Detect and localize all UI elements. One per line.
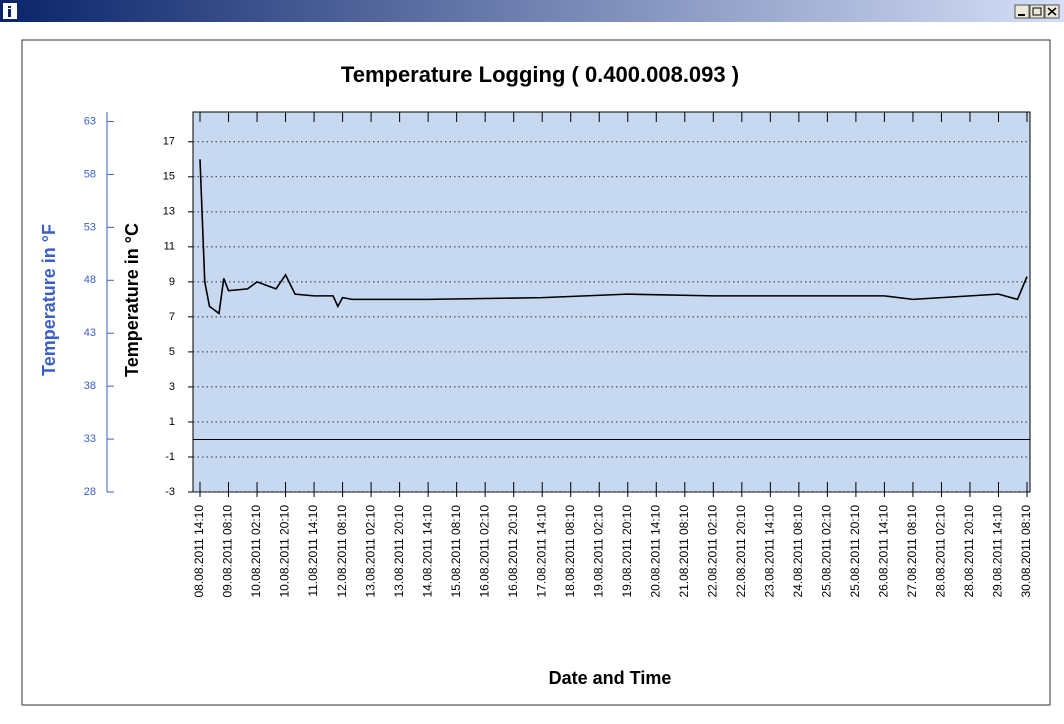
- temperature-line: [199, 159, 1028, 315]
- chart-title: Temperature Logging ( 0.400.008.093 ): [341, 62, 739, 87]
- y2-axis-label: Temperature in °F: [39, 224, 59, 376]
- y-tick-label: -1: [165, 451, 175, 463]
- x-tick-label: 16.08.2011 02:10: [477, 505, 491, 598]
- y2-tick-label: 43: [84, 327, 96, 339]
- y-tick-label: 13: [163, 206, 175, 218]
- x-tick-label: 18.08.2011 08:10: [563, 505, 577, 598]
- minimize-button[interactable]: [1014, 4, 1030, 19]
- y-tick-label: 11: [164, 241, 175, 253]
- x-tick-label: 28.08.2011 02:10: [934, 505, 948, 598]
- x-tick-label: 24.08.2011 08:10: [791, 505, 805, 598]
- x-tick-label: 08.08.2011 14:10: [192, 505, 206, 598]
- y-tick-label: 17: [163, 136, 175, 148]
- y2-tick-label: 58: [84, 168, 96, 180]
- x-tick-label: 12.08.2011 08:10: [335, 505, 349, 598]
- x-tick-label: 25.08.2011 20:10: [848, 505, 862, 598]
- x-tick-label: 23.08.2011 14:10: [763, 505, 777, 598]
- x-tick-label: 22.08.2011 20:10: [734, 505, 748, 598]
- x-tick-label: 20.08.2011 14:10: [648, 505, 662, 598]
- maximize-glyph: [1032, 7, 1042, 16]
- y-axis-label: Temperature in °C: [122, 223, 142, 377]
- y-tick-label: 3: [169, 381, 175, 393]
- x-tick-label: 29.08.2011 14:10: [991, 505, 1005, 598]
- x-tick-label: 13.08.2011 20:10: [392, 505, 406, 598]
- window-buttons: [1014, 4, 1060, 19]
- y2-tick-label: 28: [84, 486, 96, 498]
- x-tick-label: 10.08.2011 02:10: [249, 505, 263, 598]
- title-bar: [0, 0, 1064, 22]
- y2-tick-label: 53: [84, 221, 96, 233]
- x-tick-label: 16.08.2011 20:10: [506, 505, 520, 598]
- y-tick-label: -3: [165, 486, 175, 498]
- x-tick-label: 30.08.2011 08:10: [1019, 505, 1033, 598]
- y-tick-label: 15: [163, 171, 175, 183]
- x-tick-label: 17.08.2011 14:10: [534, 505, 548, 598]
- close-glyph: [1047, 7, 1057, 16]
- x-tick-label: 09.08.2011 08:10: [221, 505, 235, 598]
- x-tick-label: 14.08.2011 14:10: [420, 505, 434, 598]
- y-tick-label: 7: [169, 311, 175, 323]
- y-tick-label: 5: [169, 346, 175, 358]
- x-tick-label: 19.08.2011 20:10: [620, 505, 634, 598]
- y2-tick-label: 38: [84, 380, 96, 392]
- y2-tick-label: 63: [84, 115, 96, 127]
- x-tick-label: 28.08.2011 20:10: [962, 505, 976, 598]
- y-tick-label: 1: [169, 416, 175, 428]
- x-tick-label: 19.08.2011 02:10: [591, 505, 605, 598]
- icon-bar: [8, 9, 11, 17]
- chart: Temperature Logging ( 0.400.008.093 ) Da…: [39, 62, 1033, 688]
- icon-dot: [8, 6, 11, 8]
- x-tick-label: 10.08.2011 20:10: [278, 505, 292, 598]
- x-tick-label: 22.08.2011 02:10: [705, 505, 719, 598]
- plot-area: [192, 111, 1031, 493]
- x-tick-label: 21.08.2011 08:10: [677, 505, 691, 598]
- y-tick-label: 9: [169, 276, 175, 288]
- x-tick-label: 13.08.2011 02:10: [363, 505, 377, 598]
- maximize-button[interactable]: [1029, 4, 1045, 19]
- y2-tick-label: 33: [84, 433, 96, 445]
- x-tick-label: 27.08.2011 08:10: [905, 505, 919, 598]
- x-axis-label: Date and Time: [549, 668, 672, 688]
- x-tick-label: 26.08.2011 14:10: [877, 505, 891, 598]
- x-tick-label: 25.08.2011 02:10: [820, 505, 834, 598]
- y2-tick-label: 48: [84, 274, 96, 286]
- x-tick-label: 11.08.2011 14:10: [306, 505, 320, 597]
- x-tick-label: 15.08.2011 08:10: [449, 505, 463, 598]
